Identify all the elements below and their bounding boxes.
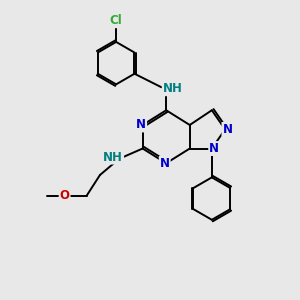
Text: N: N <box>136 118 146 131</box>
Text: NH: NH <box>163 82 183 95</box>
Text: N: N <box>209 142 219 155</box>
Text: N: N <box>160 157 170 170</box>
Text: NH: NH <box>103 151 123 164</box>
Text: Cl: Cl <box>110 14 122 27</box>
Text: N: N <box>222 123 233 136</box>
Text: O: O <box>60 189 70 202</box>
